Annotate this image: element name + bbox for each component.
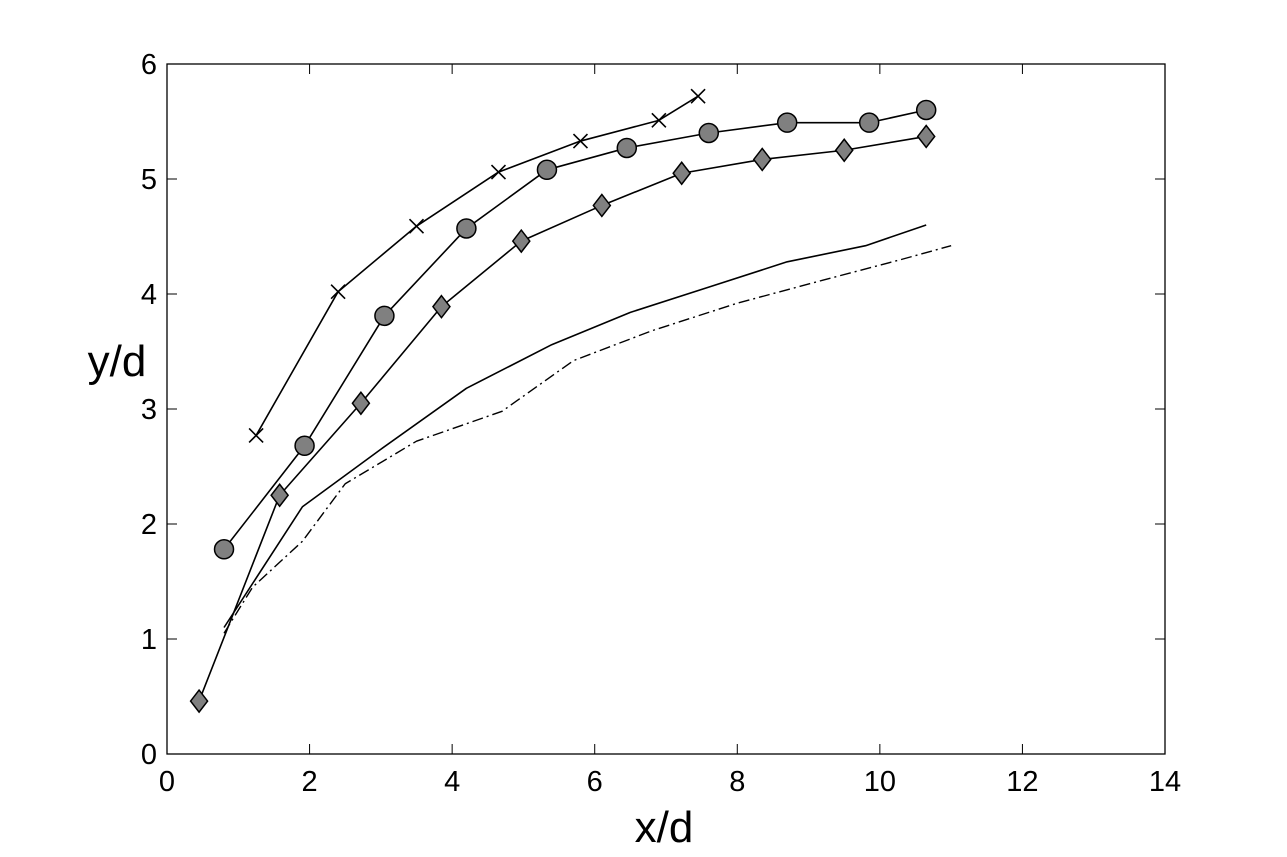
y-tick-label: 1: [141, 624, 157, 656]
series-circle-marker: [213, 99, 937, 560]
series-line: [198, 135, 927, 702]
y-axis-title: y/d: [88, 337, 147, 386]
y-tick-label: 3: [141, 394, 157, 426]
series-line: [223, 109, 927, 550]
data-point: [536, 159, 558, 181]
series-dash-dot: [223, 245, 952, 634]
data-point: [858, 112, 880, 133]
series-cross-marker: [248, 88, 706, 444]
data-point: [374, 305, 395, 327]
data-point: [248, 427, 264, 444]
y-tick-label: 0: [141, 739, 157, 771]
data-point: [351, 391, 371, 416]
x-tick-label: 4: [444, 766, 460, 798]
data-point: [915, 99, 937, 121]
data-point: [752, 147, 772, 172]
data-point: [616, 137, 638, 159]
data-point: [456, 218, 477, 239]
data-point: [651, 112, 667, 128]
x-tick-label: 10: [864, 766, 896, 798]
data-point: [916, 124, 936, 149]
data-point: [834, 138, 854, 163]
y-tick-label: 6: [141, 49, 157, 81]
data-point: [408, 218, 425, 234]
series-line: [223, 245, 952, 634]
x-tick-label: 12: [1006, 766, 1038, 798]
data-point: [572, 133, 589, 149]
data-point: [592, 193, 612, 218]
plot-series: [189, 88, 952, 714]
data-point: [490, 164, 507, 180]
data-point: [690, 88, 706, 104]
data-point: [432, 294, 451, 319]
x-tick-label: 14: [1149, 766, 1181, 798]
data-point: [189, 688, 209, 714]
data-point: [270, 483, 290, 508]
data-point: [294, 435, 315, 457]
x-axis-title: x/d: [635, 803, 694, 852]
data-point: [330, 284, 346, 300]
series-diamond-marker: [189, 124, 936, 714]
x-tick-label: 0: [159, 766, 175, 798]
series-line: [223, 224, 927, 628]
y-tick-label: 4: [141, 279, 157, 311]
data-point: [698, 122, 720, 144]
series-solid: [223, 224, 927, 628]
plot-frame: [166, 63, 1166, 755]
x-tick-label: 2: [302, 766, 318, 798]
y-tick-label: 5: [141, 164, 157, 196]
x-tick-label: 8: [729, 766, 745, 798]
data-point: [776, 112, 798, 133]
data-point: [672, 161, 692, 186]
y-tick-label: 2: [141, 509, 157, 541]
x-tick-label: 6: [587, 766, 603, 798]
data-point: [511, 228, 531, 254]
data-point: [213, 539, 235, 560]
